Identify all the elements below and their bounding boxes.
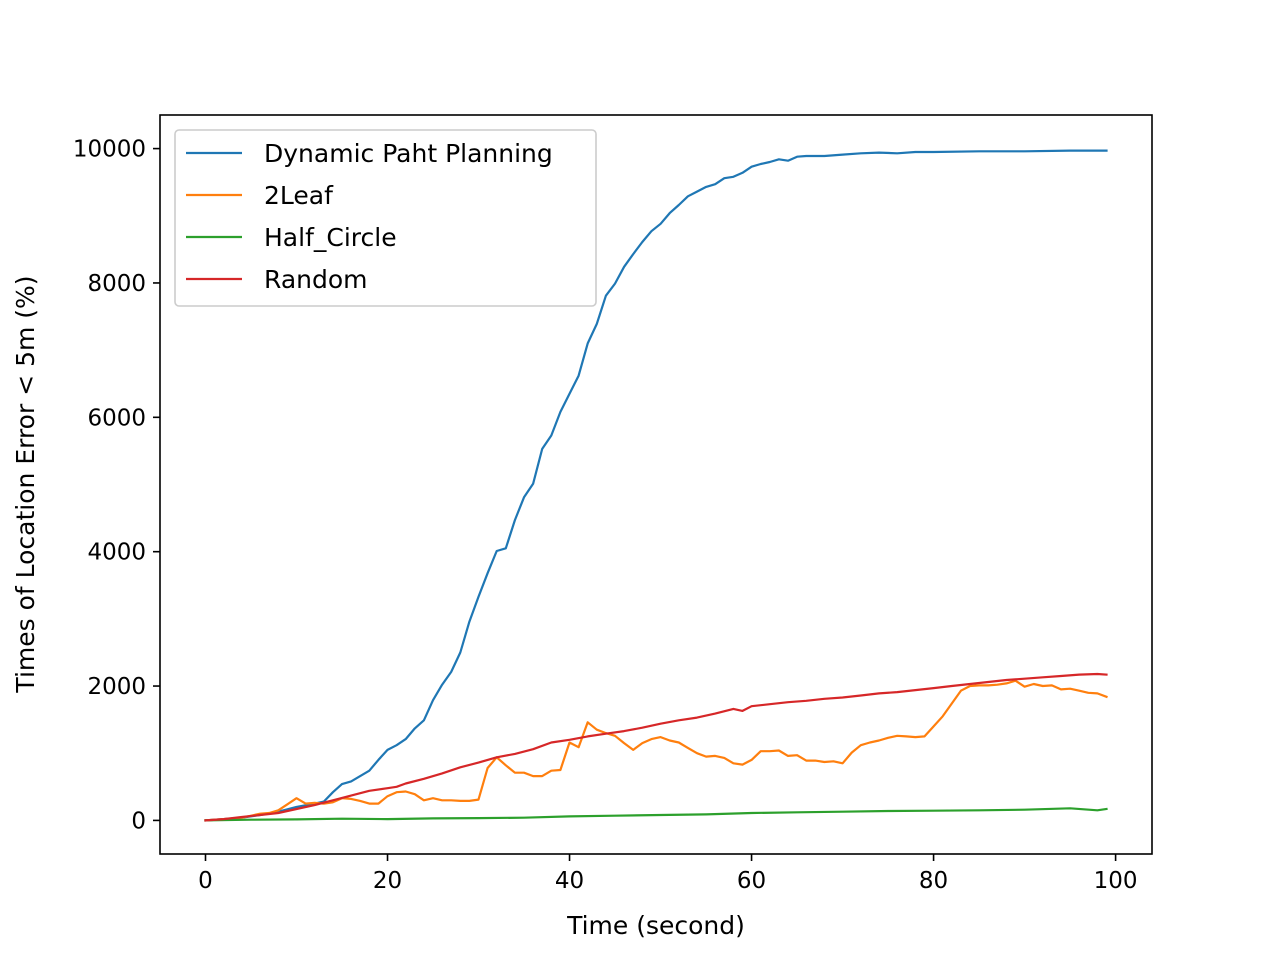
x-tick-label: 0 [198, 868, 213, 894]
y-tick-label: 2000 [87, 674, 146, 700]
y-tick-label: 6000 [87, 405, 146, 431]
x-axis-label: Time (second) [566, 911, 745, 940]
y-tick-label: 4000 [87, 540, 146, 566]
legend-label-2: Half_Circle [264, 223, 397, 252]
series-line-3 [204, 672, 1108, 822]
legend-label-1: 2Leaf [264, 181, 334, 210]
y-tick-label: 8000 [87, 271, 146, 297]
x-axis-ticks: 0 20 40 60 80 100 [198, 854, 1138, 894]
y-tick-label: 0 [131, 808, 146, 834]
legend-label-0: Dynamic Paht Planning [264, 139, 553, 168]
x-tick-label: 80 [919, 868, 948, 894]
series-line-2 [204, 807, 1108, 822]
series-line-1 [204, 679, 1108, 822]
x-tick-label: 20 [373, 868, 402, 894]
series-line-0 [204, 149, 1108, 822]
plot-series [204, 149, 1108, 822]
y-tick-label: 10000 [73, 137, 146, 163]
legend-box [174, 129, 597, 307]
x-tick-label: 60 [737, 868, 766, 894]
legend: Dynamic Paht Planning 2Leaf Half_Circle Ran… [174, 129, 597, 307]
x-tick-label: 100 [1094, 868, 1138, 894]
x-tick-label: 40 [555, 868, 584, 894]
y-axis-label: Times of Location Error < 5m (%) [11, 275, 40, 693]
y-axis-ticks: 0 2000 4000 6000 8000 10000 [73, 137, 160, 834]
plot-frame [159, 114, 1153, 855]
legend-label-3: Random [264, 265, 368, 294]
